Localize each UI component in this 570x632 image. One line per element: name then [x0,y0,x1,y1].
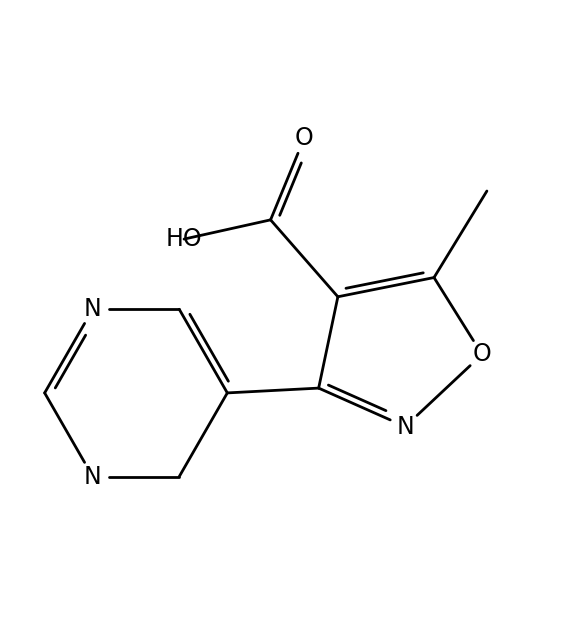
Text: N: N [84,465,101,489]
Text: N: N [84,297,101,321]
Text: N: N [396,415,414,439]
Text: O: O [295,126,314,150]
Text: HO: HO [166,227,202,251]
Text: O: O [473,343,491,367]
